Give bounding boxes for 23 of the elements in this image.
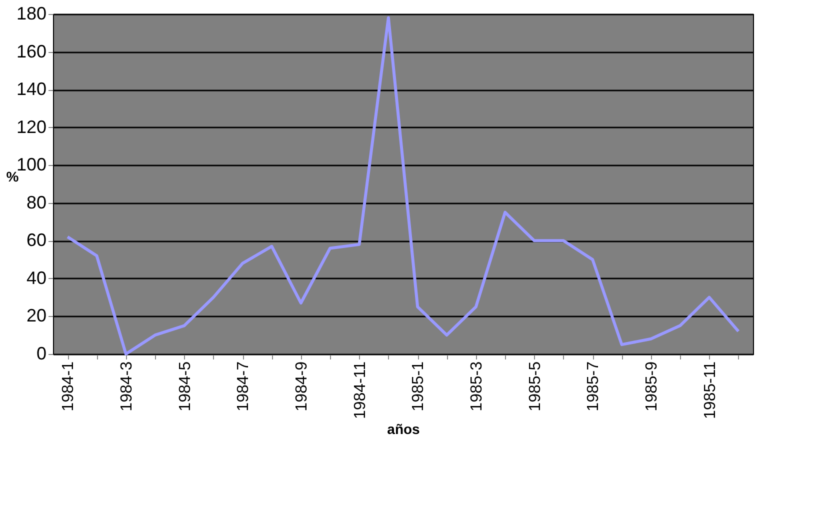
line-series <box>66 16 740 356</box>
y-tick-label: 140 <box>16 79 46 100</box>
x-axis-title: años <box>387 421 420 438</box>
x-tick-label: 1985-11 <box>702 361 719 420</box>
x-tick-label: 1985-1 <box>410 361 428 412</box>
x-tick-label: 1984-7 <box>235 361 252 412</box>
x-tick-label: 1984-1 <box>60 361 78 412</box>
x-tick-label: 1984-5 <box>176 361 194 412</box>
y-tick-label: 160 <box>16 41 46 62</box>
x-tick-label: 1984-3 <box>118 361 136 412</box>
y-tick-label: 60 <box>26 230 46 250</box>
x-tick-label: 1984-11 <box>352 361 369 420</box>
x-tick-label: 1984-9 <box>293 361 310 412</box>
y-tick-label: 20 <box>26 306 46 326</box>
x-tick-label: 1985-5 <box>526 361 544 412</box>
x-tick-label: 1985-3 <box>468 361 486 412</box>
x-tick-label: 1985-9 <box>643 361 660 412</box>
y-tick-label: 180 <box>16 4 46 24</box>
y-tick-label: 80 <box>26 192 46 212</box>
x-tick-label: 1985-7 <box>585 361 602 412</box>
y-tick-label: 0 <box>36 344 46 364</box>
y-tick-label: 120 <box>16 116 46 137</box>
y-tick-label: 40 <box>26 268 46 288</box>
